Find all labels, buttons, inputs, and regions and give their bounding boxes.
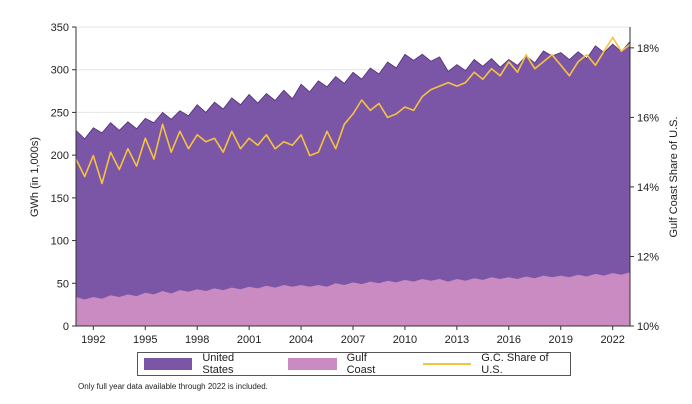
footnote: Only full year data available through 20…: [78, 382, 268, 391]
legend: United States Gulf Coast G.C. Share of U…: [137, 352, 571, 376]
y2-tick-label: 12%: [637, 251, 659, 263]
y2-tick-label: 16%: [637, 112, 659, 124]
y-tick-label: 350: [51, 22, 69, 34]
x-tick-label: 2016: [497, 334, 521, 346]
left-y-axis-ticks: 0 50 100 150 200 250 300 350: [51, 22, 76, 333]
y-tick-label: 200: [51, 150, 69, 162]
y2-tick-label: 10%: [637, 321, 659, 333]
gulf-coast-area: [76, 272, 630, 326]
x-tick-label: 2001: [237, 334, 261, 346]
legend-label-share: G.C. Share of U.S.: [481, 352, 549, 376]
share-line-swatch: [422, 363, 472, 365]
legend-item-share: G.C. Share of U.S.: [422, 352, 570, 376]
x-tick-label: 2007: [341, 334, 365, 346]
y-tick-label: 150: [51, 193, 69, 205]
legend-label-gulf-coast: Gulf Coast: [346, 352, 376, 376]
x-tick-label: 1992: [81, 334, 105, 346]
x-tick-label: 2013: [445, 334, 469, 346]
y-tick-label: 100: [51, 236, 69, 248]
gulf-coast-swatch: [288, 358, 337, 370]
x-tick-label: 2022: [600, 334, 624, 346]
x-tick-label: 1998: [185, 334, 209, 346]
legend-item-united-states: United States: [144, 352, 266, 376]
gulf-coast-share-line: [75, 36, 631, 185]
united-states-swatch: [144, 358, 193, 370]
x-tick-label: 2010: [393, 334, 417, 346]
y2-tick-label: 14%: [637, 182, 659, 194]
left-y-axis-title: GWh (in 1,000s): [29, 137, 41, 217]
legend-item-gulf-coast: Gulf Coast: [288, 352, 397, 376]
y-tick-label: 50: [57, 278, 69, 290]
x-tick-label: 2004: [289, 334, 313, 346]
x-axis-ticks: 1992 1995 1998 2001 2004 2007 2010 2013 2016 2019…: [81, 326, 625, 346]
legend-label-united-states: United States: [202, 352, 235, 376]
x-tick-label: 1995: [133, 334, 157, 346]
chart: 1992 1995 1998 2001 2004 2007 2010 2013 2016 2019…: [29, 22, 680, 346]
right-y-axis-title: Gulf Coast Share of U.S.: [668, 116, 680, 237]
y-tick-label: 300: [51, 65, 69, 77]
right-y-axis-ticks: 10% 12% 14% 16% 18%: [630, 43, 659, 333]
x-tick-label: 2019: [549, 334, 573, 346]
y-tick-label: 0: [63, 321, 69, 333]
y-tick-label: 250: [51, 107, 69, 119]
y2-tick-label: 18%: [637, 43, 659, 55]
